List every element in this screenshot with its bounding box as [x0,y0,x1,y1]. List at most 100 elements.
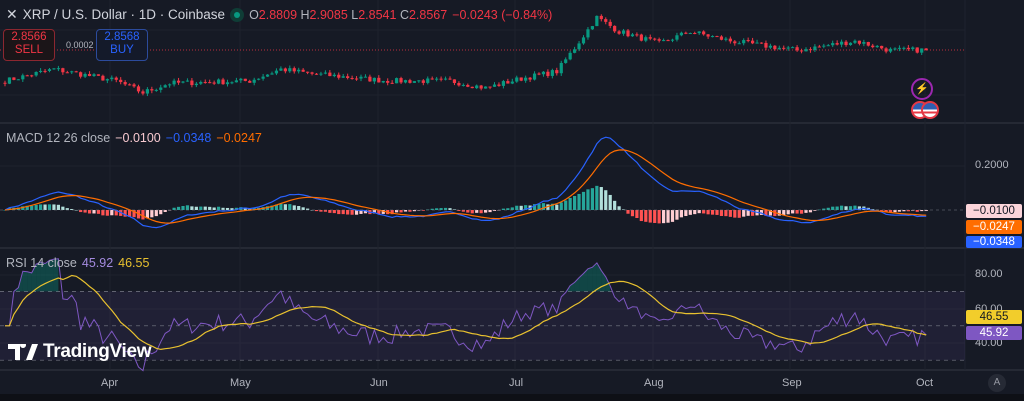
candle-body [564,59,568,63]
candle-body [697,31,701,34]
macd-histogram-bar [724,210,728,217]
candle-body [657,39,661,41]
macd-histogram-bar [568,197,572,210]
macd-histogram-bar [328,210,332,213]
candle-body [194,83,198,86]
time-label: Sep [782,377,802,389]
candle-body [848,42,853,46]
candle-body [706,34,710,37]
candle-body [808,49,813,51]
macd-histogram-bar [470,210,474,214]
sell-button[interactable]: 2.8566 SELL [3,29,55,61]
candle-body [604,19,608,22]
candle-body [871,45,875,48]
candle-body [782,47,786,49]
tradingview-logo[interactable]: TradingView [8,341,152,363]
candle-body [888,48,893,52]
candle-body [341,76,345,78]
macd-histogram-bar [795,210,799,214]
macd-histogram-bar [21,206,25,210]
candle-body [283,68,287,72]
candle-body [759,42,764,44]
macd-histogram-bar [234,207,238,210]
macd-histogram-bar [265,206,270,210]
candle-body [248,80,252,83]
macd-histogram-bar [835,206,839,210]
candle-body [920,48,924,53]
macd-histogram-bar [65,208,69,210]
macd-histogram-bar [475,210,479,213]
macd-histogram-bar [39,204,43,210]
candle-body [439,78,443,80]
candle-body [16,79,20,81]
macd-histogram-bar [212,207,216,210]
alerts-icon[interactable]: ⚡ [911,78,933,100]
macd-histogram-bar [408,210,412,212]
candle-body [252,79,256,83]
candle-body [30,75,34,77]
macd-histogram-bar [639,210,643,222]
candle-body [724,38,728,40]
macd-histogram-bar [363,210,368,214]
macd-histogram-bar [319,210,323,212]
candle-body [56,68,60,70]
rsi-legend[interactable]: RSI 14 close 45.92 46.55 [6,256,149,270]
rsi-overbought-fill [49,259,54,292]
macd-histogram-bar [292,205,296,210]
macd-histogram-bar [248,208,252,210]
candle-body [274,70,279,74]
macd-histogram-bar [702,210,706,214]
macd-histogram-bar [492,210,497,211]
macd-histogram-bar [346,210,350,215]
macd-histogram-bar [283,204,287,210]
macd-histogram-bar [221,207,225,210]
candle-body [212,82,216,84]
candle-body [328,72,332,77]
candle-body [768,45,772,48]
macd-histogram-bar [662,210,666,224]
candle-body [350,77,354,79]
candle-body [225,82,230,85]
candle-body [243,78,247,81]
candle-body [39,70,43,72]
macd-histogram-bar [359,210,363,214]
candle-body [114,77,118,80]
candle-body [675,35,679,40]
buy-button[interactable]: 2.8568 BUY [96,29,148,61]
macd-histogram-bar [159,210,163,215]
macd-histogram-bar [452,209,457,210]
candle-body [208,82,212,84]
candle-body [7,77,12,84]
macd-histogram-bar [893,210,897,213]
candle-body [65,72,69,74]
macd-histogram-bar [595,185,599,210]
candle-body [541,71,546,75]
macd-histogram-bar [844,206,848,210]
events-flag-icon[interactable] [911,101,939,119]
candle-body [693,33,697,35]
macd-histogram-bar [630,210,635,217]
candle-body [519,77,523,81]
rsi-overbought-fill [22,271,28,292]
candle-body [403,80,408,83]
macd-histogram-bar [190,206,194,210]
macd-legend[interactable]: MACD 12 26 close −0.0100 −0.0348 −0.0247 [6,131,262,145]
rsi-ma-value: 46.55 [118,256,150,270]
candle-body [559,62,563,74]
auto-scale-button[interactable]: A [988,374,1006,392]
candle-body [257,78,261,80]
buy-price: 2.8568 [104,31,140,43]
symbol-title[interactable]: XRP / U.S. Dollar · 1D · Coinbase [22,7,226,22]
macd-histogram-bar [176,206,181,210]
spread: 0.0002 [66,40,94,50]
x-icon[interactable]: ✕ [6,6,18,22]
candle-body [136,86,141,92]
macd-histogram-bar [537,203,541,210]
macd-histogram-bar [466,210,470,213]
macd-histogram-bar [915,210,919,212]
candle-body [12,77,16,80]
macd-histogram-bar [3,210,7,211]
macd-histogram-bar [332,210,336,214]
macd-histogram-bar [559,202,563,210]
